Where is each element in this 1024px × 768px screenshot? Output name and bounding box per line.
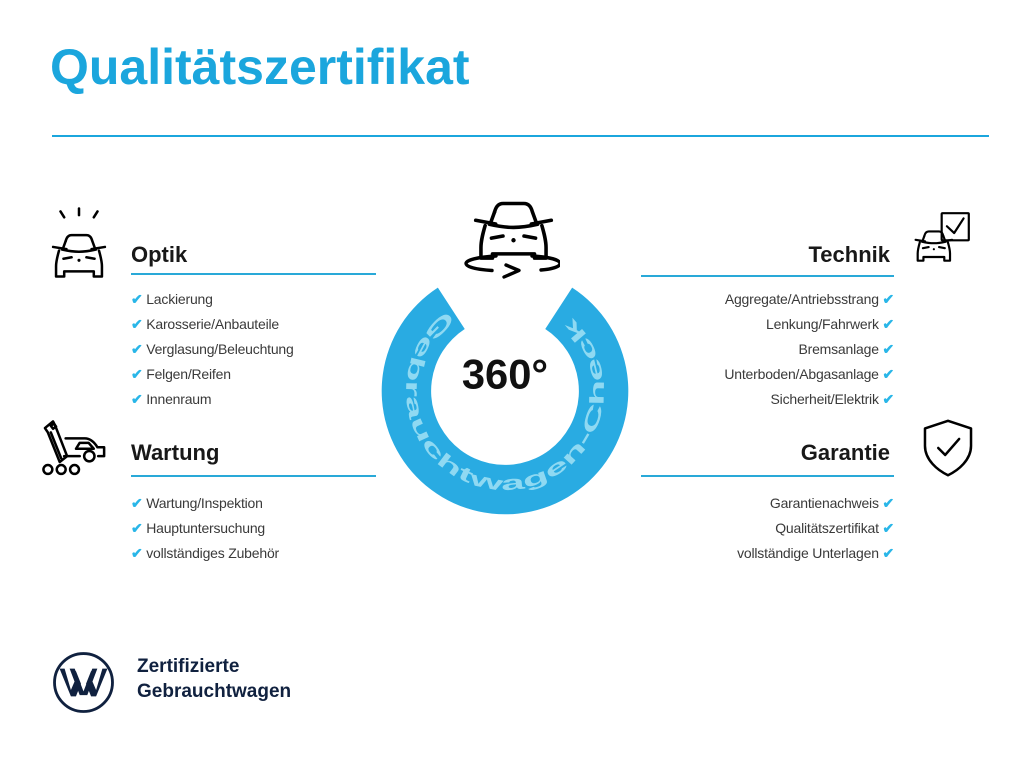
- svg-text:360°: 360°: [462, 350, 548, 397]
